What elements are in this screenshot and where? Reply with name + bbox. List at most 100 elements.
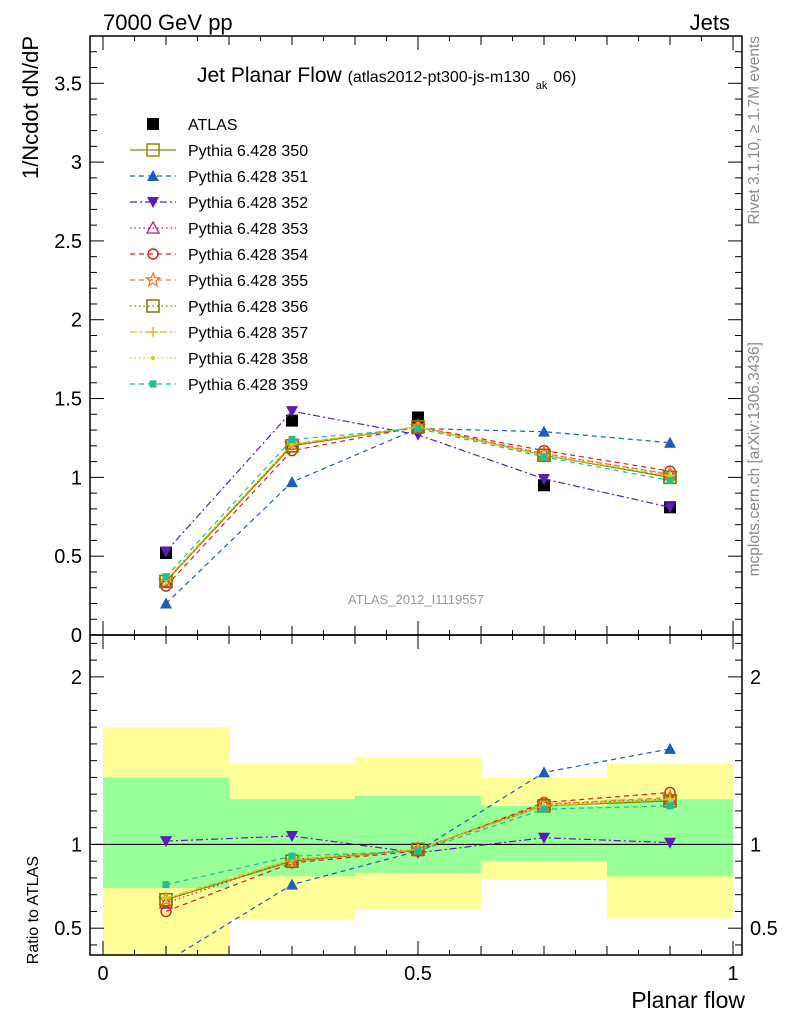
legend-marker [146,143,160,157]
main-series-group [157,406,679,609]
ratio-point [538,766,550,778]
data-point [160,546,172,558]
legend-entry-5: Pythia 6.428 354 [130,247,308,264]
ratio-point [538,832,550,844]
legend-label: Pythia 6.428 353 [188,221,308,238]
legend-marker [144,271,162,288]
x-tick-label: 0 [97,963,108,985]
plot-title-main: Jet Planar Flow [197,64,343,87]
legend-marker [148,327,158,337]
main-y-tick-label: 3.5 [54,73,82,95]
legend-entry-0: ATLAS [147,117,238,134]
ratio-series-9 [162,802,674,889]
main-series-line [165,426,671,587]
data-point [158,574,174,588]
main-y-tick-label: 2 [71,310,82,332]
data-point [538,479,550,492]
legend-label: Pythia 6.428 354 [188,247,308,264]
legend-entry-3: Pythia 6.428 352 [130,195,308,212]
main-y-tick-label: 1.5 [54,389,82,411]
main-series-9 [163,424,673,583]
data-point [160,597,172,609]
legend-label: Pythia 6.428 358 [188,351,308,368]
ratio-point [666,802,674,810]
legend-label: Pythia 6.428 355 [188,273,308,290]
ratio-point [160,836,172,848]
legend-marker [150,355,156,361]
legend-marker [146,299,160,313]
data-point [289,442,295,447]
rivet-version-label: Rivet 3.1.10, ≥ 1.7M events [746,36,763,225]
legend-label: ATLAS [188,117,238,134]
legend-marker [149,380,157,388]
main-y-tick-label: 2.5 [54,231,82,253]
ratio-point [667,796,673,802]
legend-label: Pythia 6.428 352 [188,195,308,212]
legend-entry-1: Pythia 6.428 350 [130,143,308,160]
data-point [414,425,422,433]
data-point [666,477,674,485]
main-series-line [165,426,671,581]
legend-entry-8: Pythia 6.428 357 [130,325,308,342]
ratio-series-group [157,742,679,955]
green-band-bin [103,777,229,888]
main-y-tick-label: 0 [71,625,82,647]
energy-label: 7000 GeV pp [103,10,233,35]
ratio-series-line [175,748,671,955]
legend-marker [147,170,159,181]
data-point [538,425,550,437]
ratio-point [414,847,422,855]
legend: ATLAS Pythia 6.428 350 Pythia 6.428 351 Pyt… [130,117,308,394]
legend-marker [145,220,161,234]
legend-marker [147,248,159,260]
data-point [288,436,296,444]
main-y-tick-label: 1 [71,467,82,489]
ratio-point [664,837,676,849]
main-y-tick-label: 0.5 [54,546,82,568]
legend-label: Pythia 6.428 359 [188,377,308,394]
legend-label: Pythia 6.428 357 [188,325,308,342]
ratio-y-tick-label: 1 [71,834,82,856]
green-band-bin [607,799,733,877]
legend-entry-7: Pythia 6.428 356 [130,299,308,316]
ratio-series-line [165,835,671,854]
x-tick-label: 1 [727,963,738,985]
ratio-y-tick-label-right: 2 [750,667,761,689]
analysis-watermark: ATLAS_2012_I1119557 [348,592,484,607]
ratio-point [162,881,170,889]
ratio-frame [89,634,743,956]
legend-marker [147,118,159,130]
data-point [286,414,298,427]
plot-title-paren-end: 06) [553,69,576,86]
plot-title-paren: (atlas2012-pt300-js-m130 [348,69,530,86]
plot-title-sub: ak [536,80,548,92]
ratio-y-tick-label: 0.5 [54,918,82,940]
ratio-y-tick-label: 2 [71,667,82,689]
x-tick-label: 0.5 [404,963,432,985]
main-series-10 [162,425,674,581]
legend-entry-4: Pythia 6.428 353 [130,220,308,238]
ratio-point [286,831,298,843]
ratio-point [163,895,169,901]
legend-entry-9: Pythia 6.428 358 [130,351,308,368]
legend-label: Pythia 6.428 350 [188,143,308,160]
category-label: Jets [690,10,730,35]
ratio-point [664,742,676,754]
data-point [538,473,550,485]
ratio-y-tick-label-right: 1 [750,834,761,856]
ratio-y-axis-title: Ratio to ATLAS [25,856,42,964]
main-y-axis-title: 1/Ncdot dN/dP [18,36,43,179]
data-point [540,453,548,461]
legend-label: Pythia 6.428 356 [188,299,308,316]
main-series-2 [160,422,676,609]
ratio-series-line [165,796,671,901]
axes-group: 0 0.5 1 1.5 2 2.5 3 3.5 0 0.5 1 0.5 0.5 1 1 2 2 [54,35,778,985]
ratio-point [288,852,296,860]
data-point [162,573,170,581]
ratio-y-tick-label-right: 0.5 [750,918,778,940]
legend-entry-10: Pythia 6.428 359 [130,377,308,394]
main-y-tick-label: 3 [71,152,82,174]
legend-label: Pythia 6.428 351 [188,169,308,186]
source-label: mcplots.cern.ch [arXiv:1306.3436] [746,342,763,576]
